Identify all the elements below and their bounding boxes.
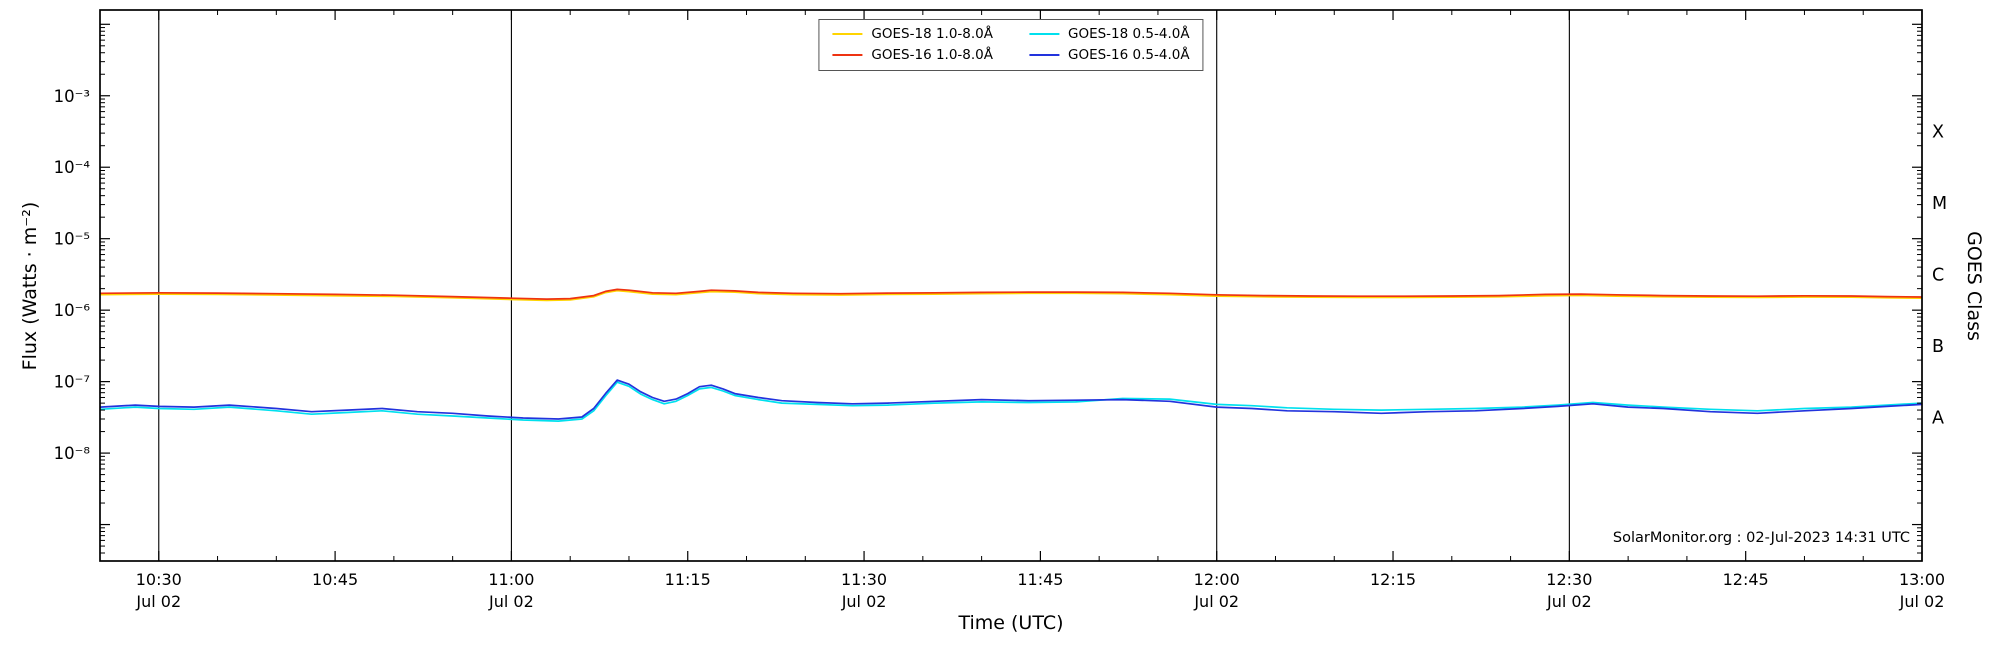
x-tick-label: 11:45 (1017, 570, 1063, 589)
legend-item: GOES-16 0.5-4.0Å (1029, 46, 1190, 63)
legend-item-label: GOES-18 0.5-4.0Å (1068, 26, 1190, 42)
series-goes-16-short (100, 379, 1922, 420)
series-goes-16-long (100, 288, 1922, 300)
legend-swatch (832, 54, 863, 57)
x-tick-sublabel: Jul 02 (135, 592, 181, 611)
x-tick-sublabel: Jul 02 (488, 592, 534, 611)
goes-class-label: C (1932, 265, 1944, 285)
x-tick-sublabel: Jul 02 (841, 592, 887, 611)
plot-frame (99, 9, 1923, 562)
legend-item-label: GOES-16 1.0-8.0Å (871, 46, 993, 63)
x-tick-label: 12:30 (1546, 570, 1592, 589)
y-axis-label: Flux (Watts · m⁻²) (19, 201, 41, 371)
x-tick-label: 12:15 (1370, 570, 1416, 589)
x-tick-label: 13:00 (1899, 570, 1945, 589)
x-tick-label: 11:15 (665, 570, 711, 589)
y-tick-label: 10⁻⁸ (54, 444, 91, 463)
x-tick-sublabel: Jul 02 (1899, 592, 1945, 611)
legend-item: GOES-18 1.0-8.0Å (832, 27, 993, 42)
x-tick-sublabel: Jul 02 (1546, 592, 1592, 611)
goes-class-label: A (1932, 408, 1944, 428)
series-goes-18-long (100, 289, 1922, 302)
legend-swatch (1029, 33, 1059, 36)
x-tick-label: 11:30 (841, 570, 887, 589)
series-layer (100, 288, 1922, 422)
x-tick-label: 12:00 (1194, 570, 1240, 589)
legend-item-label: GOES-18 1.0-8.0Å (871, 26, 993, 42)
goes-class-label: X (1932, 122, 1944, 142)
legend-swatch (832, 33, 863, 36)
y-tick-label: 10⁻⁵ (54, 230, 90, 249)
x-tick-label: 11:00 (488, 570, 534, 589)
x-tick-label: 12:45 (1723, 570, 1769, 589)
legend-swatch (1029, 54, 1059, 57)
goes-class-label: M (1932, 194, 1947, 214)
x-axis-label: Time (UTC) (958, 612, 1064, 634)
right-axis-label: GOES Class (1963, 231, 1985, 341)
y-tick-label: 10⁻³ (54, 87, 90, 106)
credit-text: SolarMonitor.org : 02-Jul-2023 14:31 UTC (1612, 530, 1910, 546)
y-tick-label: 10⁻⁴ (54, 158, 91, 177)
legend: GOES-18 1.0-8.0Å GOES-16 1.0-8.0Å GOES-18 … (818, 19, 1204, 71)
y-tick-label: 10⁻⁶ (54, 301, 91, 320)
goes-class-label: B (1932, 337, 1944, 357)
x-tick-label: 10:45 (312, 570, 358, 589)
y-tick-label: 10⁻⁷ (54, 373, 90, 392)
x-tick-label: 10:30 (136, 570, 182, 589)
legend-item: GOES-16 1.0-8.0Å (832, 46, 993, 63)
legend-item-label: GOES-16 0.5-4.0Å (1068, 46, 1190, 63)
series-goes-18-short (100, 381, 1922, 422)
legend-item: GOES-18 0.5-4.0Å (1029, 27, 1190, 42)
x-tick-sublabel: Jul 02 (1193, 592, 1239, 611)
